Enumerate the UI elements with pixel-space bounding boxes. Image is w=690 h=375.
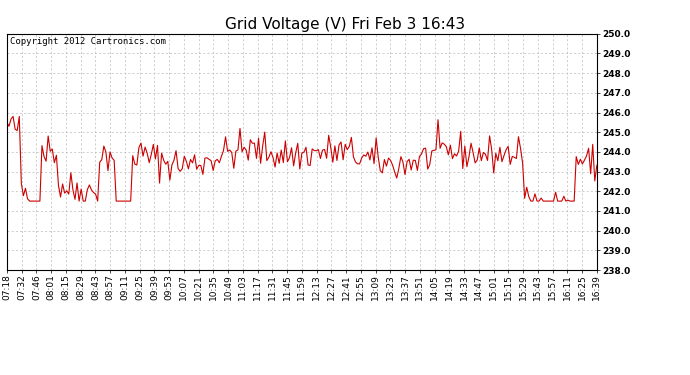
Text: Copyright 2012 Cartronics.com: Copyright 2012 Cartronics.com [10,37,166,46]
Text: Grid Voltage (V) Fri Feb 3 16:43: Grid Voltage (V) Fri Feb 3 16:43 [225,17,465,32]
